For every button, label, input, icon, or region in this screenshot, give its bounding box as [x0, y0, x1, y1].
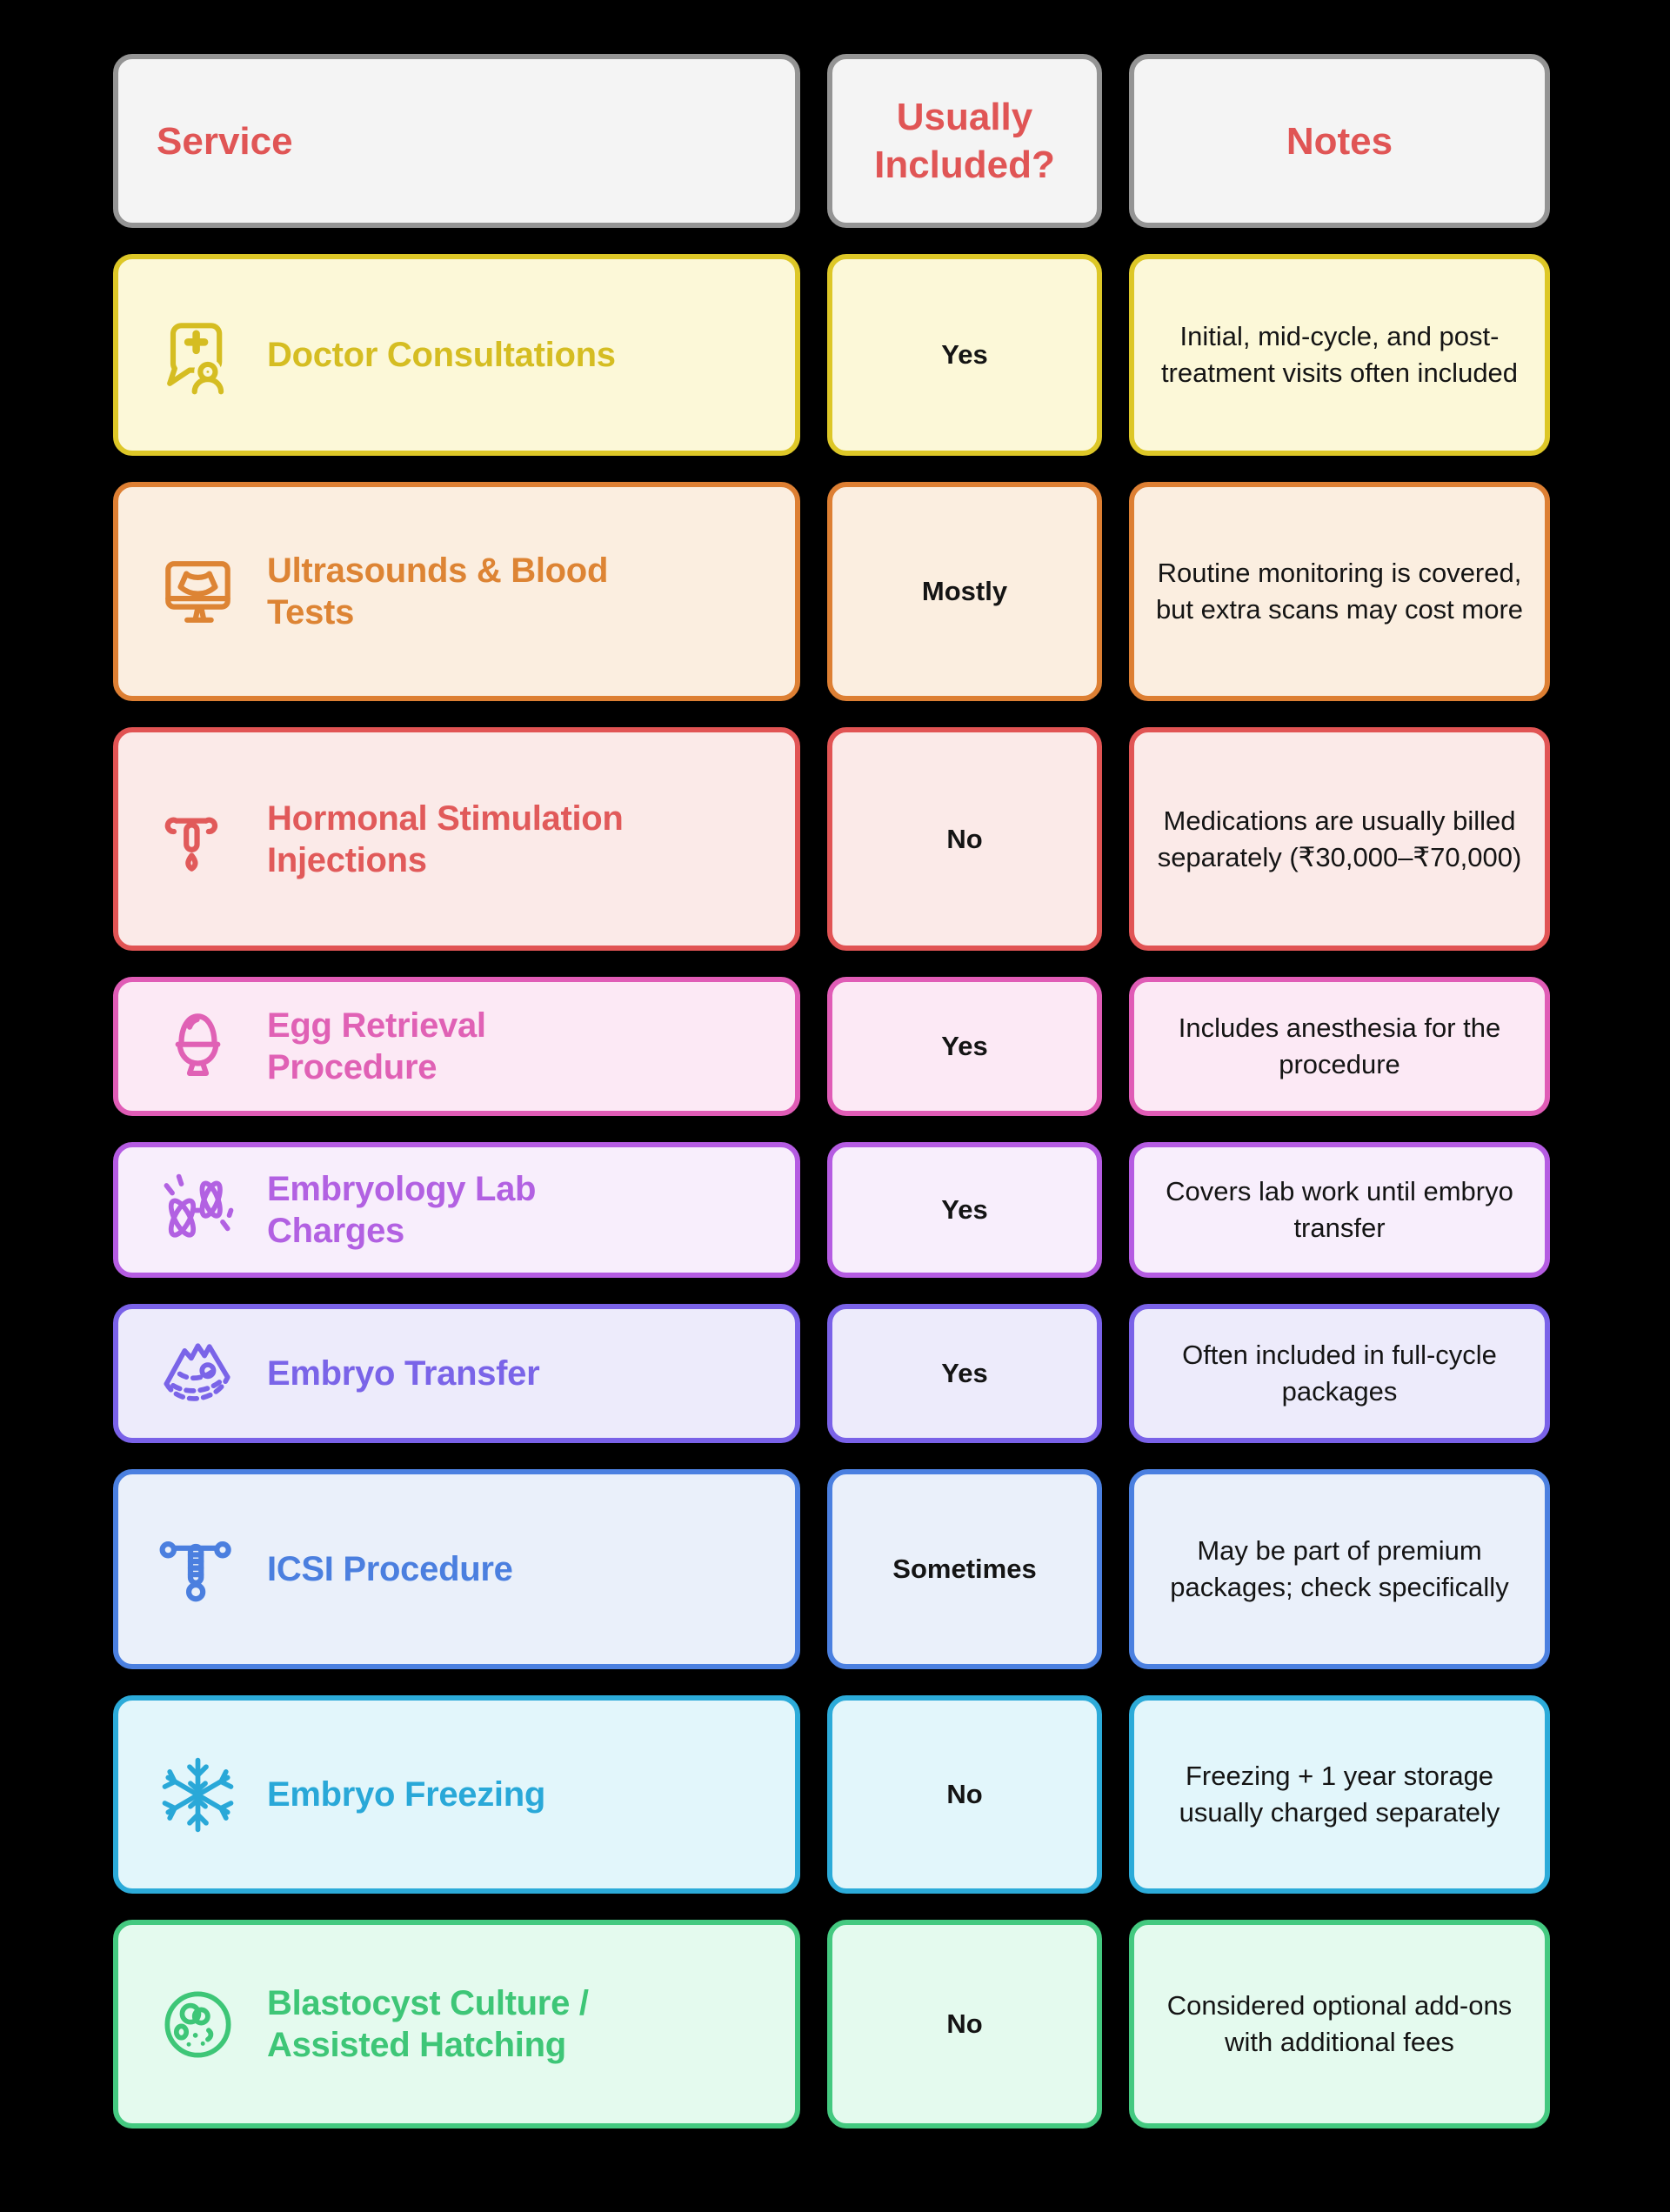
included-value: Yes [941, 1031, 988, 1061]
notes-text: Often included in full-cycle packages [1182, 1340, 1497, 1407]
notes-cell: Covers lab work until embryo transfer [1129, 1142, 1550, 1278]
header-notes: Notes [1129, 54, 1550, 228]
included-value: Mostly [921, 576, 1008, 606]
included-value: Yes [941, 1194, 988, 1225]
included-cell: No [827, 1920, 1102, 2128]
service-cell: Blastocyst Culture / Assisted Hatching [113, 1920, 800, 2128]
included-cell: Yes [827, 1142, 1102, 1278]
chromosomes-icon [157, 1169, 239, 1252]
egg-in-cup-icon [157, 1006, 239, 1088]
service-cell: Embryo Transfer [113, 1304, 800, 1443]
service-name: Embryo Transfer [267, 1354, 540, 1393]
table-row: Blastocyst Culture / Assisted Hatching N… [113, 1920, 1670, 2128]
service-name: ICSI Procedure [267, 1550, 513, 1588]
included-value: Sometimes [892, 1554, 1037, 1584]
table-body: Doctor Consultations Yes Initial, mid-cy… [113, 254, 1670, 2128]
notes-cell: Freezing + 1 year storage usually charge… [1129, 1695, 1550, 1894]
service-name: Embryo Freezing [267, 1775, 546, 1814]
icsi-device-icon [157, 1528, 239, 1611]
service-name: Hormonal Stimulation Injections [267, 799, 624, 879]
notes-text: Medications are usually billed separatel… [1157, 805, 1522, 872]
header-included: Usually Included? [827, 54, 1102, 228]
service-name: Egg Retrieval Procedure [267, 1006, 486, 1086]
notes-text: Routine monitoring is covered, but extra… [1155, 558, 1524, 625]
service-cell: ICSI Procedure [113, 1469, 800, 1669]
notes-cell: Initial, mid-cycle, and post-treatment v… [1129, 254, 1550, 456]
table-row: Ultrasounds & Blood Tests Mostly Routine… [113, 482, 1670, 701]
notes-cell: May be part of premium packages; check s… [1129, 1469, 1550, 1669]
included-value: Yes [941, 1358, 988, 1388]
table-row: Embryo Freezing No Freezing + 1 year sto… [113, 1695, 1670, 1894]
table-header-row: Service Usually Included? Notes [113, 54, 1670, 228]
included-value: Yes [941, 339, 988, 370]
notes-text: Initial, mid-cycle, and post-treatment v… [1160, 321, 1519, 388]
included-value: No [946, 2008, 983, 2039]
header-service-label: Service [157, 119, 293, 163]
notes-cell: Medications are usually billed separatel… [1129, 727, 1550, 951]
snowflake-icon [157, 1754, 239, 1836]
notes-text: May be part of premium packages; check s… [1170, 1535, 1509, 1602]
service-cell: Hormonal Stimulation Injections [113, 727, 800, 951]
service-cell: Doctor Consultations [113, 254, 800, 456]
included-cell: Sometimes [827, 1469, 1102, 1669]
included-cell: Yes [827, 254, 1102, 456]
table-row: ICSI Procedure Sometimes May be part of … [113, 1469, 1670, 1669]
included-cell: No [827, 1695, 1102, 1894]
notes-text: Freezing + 1 year storage usually charge… [1179, 1761, 1500, 1828]
service-cell: Ultrasounds & Blood Tests [113, 482, 800, 701]
table-row: Embryo Transfer Yes Often included in fu… [113, 1304, 1670, 1443]
included-cell: Mostly [827, 482, 1102, 701]
notes-text: Includes anesthesia for the procedure [1178, 1012, 1501, 1079]
table-row: Hormonal Stimulation Injections No Medic… [113, 727, 1670, 951]
notes-cell: Considered optional add-ons with additio… [1129, 1920, 1550, 2128]
notes-cell: Routine monitoring is covered, but extra… [1129, 482, 1550, 701]
service-cell: Embryology Lab Charges [113, 1142, 800, 1278]
ultrasound-monitor-icon [157, 551, 239, 633]
service-name: Blastocyst Culture / Assisted Hatching [267, 1984, 589, 2064]
included-value: No [946, 1779, 983, 1809]
blastocyst-icon [157, 1983, 239, 2066]
table-row: Egg Retrieval Procedure Yes Includes ane… [113, 977, 1670, 1116]
service-name: Doctor Consultations [267, 336, 616, 374]
included-cell: Yes [827, 1304, 1102, 1443]
header-included-label: Usually Included? [874, 96, 1055, 186]
service-name: Ultrasounds & Blood Tests [267, 551, 609, 632]
notes-text: Considered optional add-ons with additio… [1166, 1990, 1513, 2057]
doctor-consultation-icon [157, 314, 239, 397]
table-row: Embryology Lab Charges Yes Covers lab wo… [113, 1142, 1670, 1278]
notes-cell: Includes anesthesia for the procedure [1129, 977, 1550, 1116]
included-value: No [946, 823, 983, 854]
service-cell: Embryo Freezing [113, 1695, 800, 1894]
hormone-injection-icon [157, 798, 239, 880]
ultrasound-fan-icon [157, 1333, 239, 1415]
service-cell: Egg Retrieval Procedure [113, 977, 800, 1116]
header-service: Service [113, 54, 800, 228]
included-cell: Yes [827, 977, 1102, 1116]
table-row: Doctor Consultations Yes Initial, mid-cy… [113, 254, 1670, 456]
notes-cell: Often included in full-cycle packages [1129, 1304, 1550, 1443]
included-cell: No [827, 727, 1102, 951]
notes-text: Covers lab work until embryo transfer [1166, 1176, 1513, 1243]
service-name: Embryology Lab Charges [267, 1170, 537, 1250]
header-notes-label: Notes [1286, 119, 1393, 163]
